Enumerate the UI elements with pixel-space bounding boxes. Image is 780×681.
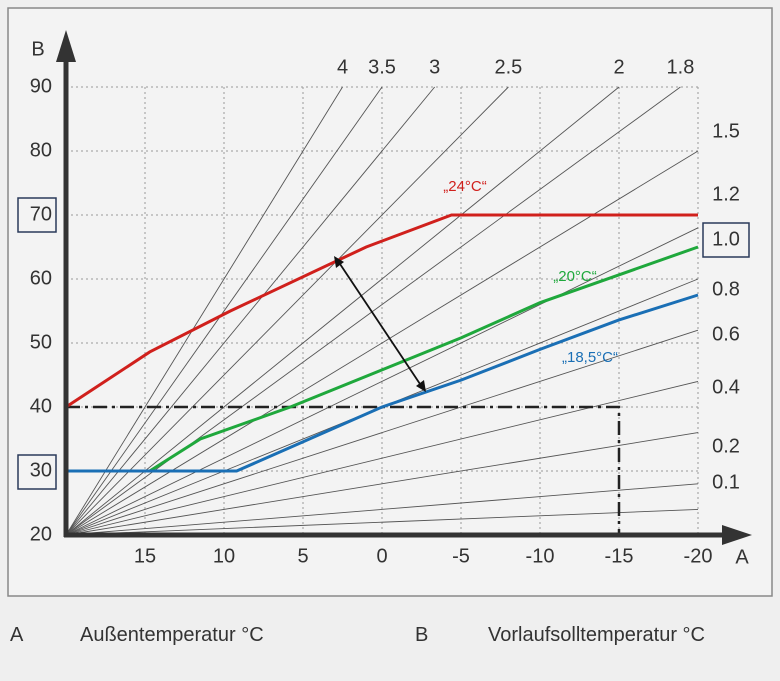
y-tick-label: 60 <box>30 267 52 289</box>
slope-label: 3.5 <box>368 56 396 78</box>
slope-label: 3 <box>429 56 440 78</box>
x-tick-label: -10 <box>526 545 555 567</box>
x-tick-label: 5 <box>297 545 308 567</box>
y-tick-label: 90 <box>30 75 52 97</box>
reference-line <box>66 405 621 535</box>
slope-label: 1.5 <box>712 120 740 142</box>
x-tick-label: -5 <box>452 545 470 567</box>
x-tick-label: 0 <box>376 545 387 567</box>
range-arrow <box>339 263 421 385</box>
legend-key: A <box>10 624 24 646</box>
heating-slope <box>65 508 699 536</box>
slope-label: 4 <box>337 56 348 78</box>
highlight-box <box>702 222 750 258</box>
heating-slope <box>65 227 699 536</box>
heating-slope <box>65 329 699 536</box>
heating-slope <box>65 86 436 536</box>
curve-label: „24°C“ <box>443 178 487 195</box>
legend-text: Außentemperatur °C <box>80 624 264 646</box>
slope-label: 0.1 <box>712 471 740 493</box>
y-tick-label: 20 <box>30 523 52 545</box>
slope-label: 1.8 <box>667 56 695 78</box>
legend-text: Vorlaufsolltemperatur °C <box>488 624 705 646</box>
slope-label: 1.0 <box>712 228 740 250</box>
x-axis-arrow <box>722 525 752 545</box>
slope-label: 2.5 <box>494 56 522 78</box>
highlight-box <box>17 197 57 233</box>
curve-label: „20°C“ <box>553 268 597 285</box>
x-tick-label: -15 <box>605 545 634 567</box>
curve <box>66 245 699 473</box>
y-tick-label: 40 <box>30 395 52 417</box>
heating-slope <box>65 86 383 536</box>
y-tick-label: 80 <box>30 139 52 161</box>
y-tick-label: 30 <box>30 459 52 481</box>
x-tick-label: 10 <box>213 545 235 567</box>
x-tick-label: -20 <box>684 545 713 567</box>
highlight-box <box>17 454 57 490</box>
heating-slope <box>65 86 620 536</box>
slope-label: 0.4 <box>712 376 740 398</box>
chart-panel <box>7 7 773 597</box>
curve <box>66 293 699 473</box>
y-axis-arrow <box>56 30 76 62</box>
slope-label: 0.6 <box>712 323 740 345</box>
x-axis-label: A <box>735 546 749 568</box>
slope-label: 0.2 <box>712 435 740 457</box>
y-tick-label: 50 <box>30 331 52 353</box>
slope-label: 2 <box>613 56 624 78</box>
slope-label: 0.8 <box>712 278 740 300</box>
legend-key: B <box>415 624 429 646</box>
curve <box>65 213 698 409</box>
heating-slope <box>65 432 699 536</box>
heating-slope <box>65 483 699 536</box>
heating-slope <box>65 86 509 536</box>
y-axis-label: B <box>31 38 44 60</box>
heating-slope <box>65 86 343 536</box>
y-tick-label: 70 <box>30 203 52 225</box>
slope-label: 1.2 <box>712 183 740 205</box>
x-tick-label: 15 <box>134 545 156 567</box>
curve-label: „18,5°C“ <box>562 349 618 366</box>
